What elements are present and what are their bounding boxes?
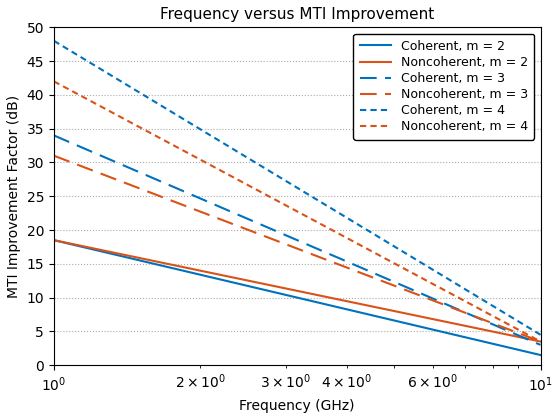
Noncoherent, m = 4 <box>537 339 544 344</box>
Noncoherent, m = 3 <box>430 298 437 303</box>
Noncoherent, m = 2 <box>439 318 446 323</box>
Coherent, m = 3 <box>439 300 446 305</box>
Coherent, m = 2 <box>385 317 391 322</box>
Noncoherent, m = 4 <box>265 194 272 199</box>
Coherent, m = 4 <box>439 273 446 278</box>
Line: Coherent, m = 2: Coherent, m = 2 <box>54 240 540 355</box>
Coherent, m = 2 <box>537 352 544 357</box>
Noncoherent, m = 3 <box>537 339 544 344</box>
Noncoherent, m = 3 <box>265 235 272 240</box>
Coherent, m = 3 <box>537 342 544 347</box>
Noncoherent, m = 4 <box>100 105 107 110</box>
Noncoherent, m = 4 <box>50 79 57 84</box>
Coherent, m = 3 <box>100 154 107 159</box>
Noncoherent, m = 4 <box>430 282 437 287</box>
Coherent, m = 2 <box>265 288 272 293</box>
Title: Frequency versus MTI Improvement: Frequency versus MTI Improvement <box>160 7 435 22</box>
Legend: Coherent, m = 2, Noncoherent, m = 2, Coherent, m = 3, Noncoherent, m = 3, Cohere: Coherent, m = 2, Noncoherent, m = 2, Coh… <box>353 34 534 140</box>
Noncoherent, m = 2 <box>100 248 107 253</box>
Coherent, m = 3 <box>50 133 57 138</box>
Noncoherent, m = 3 <box>50 153 57 158</box>
Noncoherent, m = 3 <box>100 172 107 177</box>
Coherent, m = 3 <box>248 218 254 223</box>
Coherent, m = 3 <box>385 277 391 282</box>
Line: Noncoherent, m = 4: Noncoherent, m = 4 <box>54 81 540 341</box>
Line: Noncoherent, m = 3: Noncoherent, m = 3 <box>54 156 540 341</box>
Coherent, m = 4 <box>50 38 57 43</box>
Coherent, m = 4 <box>100 68 107 74</box>
Line: Noncoherent, m = 2: Noncoherent, m = 2 <box>54 240 540 341</box>
Noncoherent, m = 2 <box>50 238 57 243</box>
Coherent, m = 2 <box>50 238 57 243</box>
Coherent, m = 4 <box>385 240 391 245</box>
X-axis label: Frequency (GHz): Frequency (GHz) <box>240 399 355 413</box>
Line: Coherent, m = 4: Coherent, m = 4 <box>54 41 540 335</box>
Noncoherent, m = 2 <box>430 317 437 322</box>
Coherent, m = 3 <box>265 225 272 230</box>
Coherent, m = 3 <box>430 296 437 301</box>
Noncoherent, m = 4 <box>385 257 391 262</box>
Noncoherent, m = 3 <box>248 228 254 234</box>
Noncoherent, m = 2 <box>385 307 391 312</box>
Coherent, m = 2 <box>439 329 446 334</box>
Coherent, m = 4 <box>265 168 272 173</box>
Noncoherent, m = 3 <box>439 302 446 307</box>
Noncoherent, m = 2 <box>537 339 544 344</box>
Noncoherent, m = 2 <box>265 282 272 287</box>
Line: Coherent, m = 3: Coherent, m = 3 <box>54 135 540 345</box>
Noncoherent, m = 4 <box>439 286 446 291</box>
Coherent, m = 2 <box>430 327 437 332</box>
Noncoherent, m = 3 <box>385 281 391 286</box>
Coherent, m = 2 <box>100 249 107 255</box>
Noncoherent, m = 2 <box>248 278 254 284</box>
Coherent, m = 4 <box>430 268 437 273</box>
Coherent, m = 4 <box>248 157 254 162</box>
Coherent, m = 4 <box>537 332 544 337</box>
Coherent, m = 2 <box>248 284 254 289</box>
Noncoherent, m = 4 <box>248 184 254 189</box>
Y-axis label: MTI Improvement Factor (dB): MTI Improvement Factor (dB) <box>7 94 21 298</box>
